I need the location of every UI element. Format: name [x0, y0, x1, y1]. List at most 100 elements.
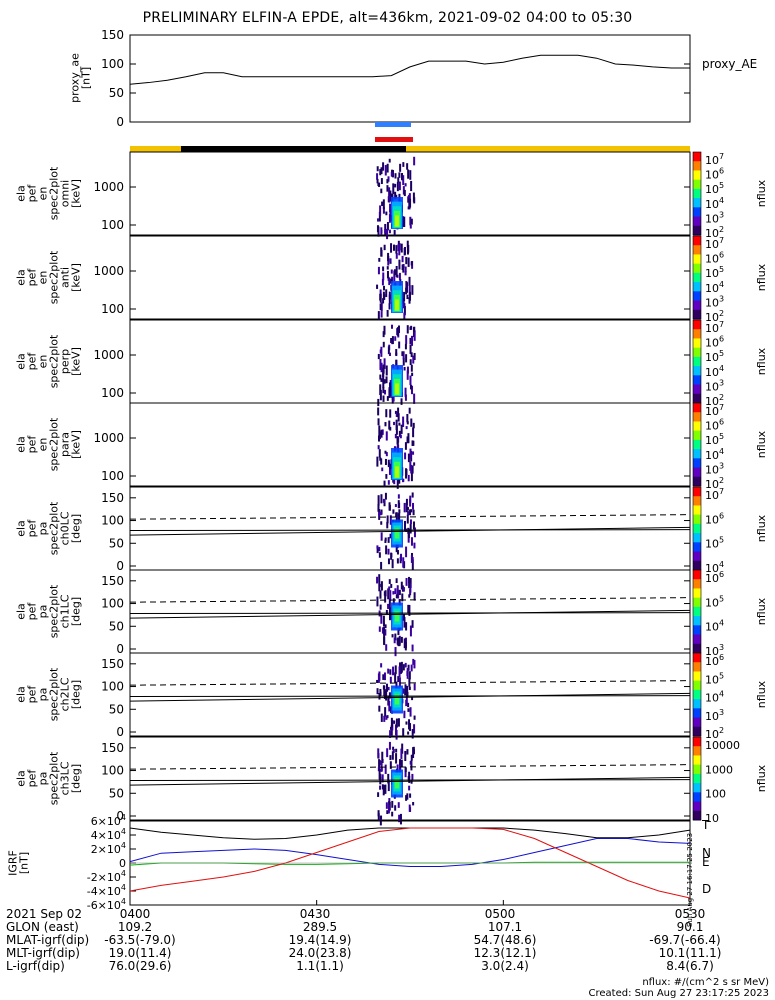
- spectrum-pixel: [391, 751, 394, 760]
- spectrum-pixel: [402, 478, 405, 483]
- spectrum-pixel: [398, 244, 401, 256]
- colorbar: [692, 652, 702, 737]
- spectrum-pixel: [412, 355, 415, 364]
- spectrum-pixel: [404, 183, 407, 187]
- spectrum-pixel: [396, 181, 399, 192]
- spectrum-pixel: [404, 684, 407, 695]
- spectrum-pixel: [395, 578, 398, 584]
- axis-label-line: pa: [37, 522, 50, 536]
- y-tick-label: 100: [101, 514, 124, 528]
- colorbar-segment: [693, 560, 701, 571]
- colorbar-segment: [693, 551, 701, 562]
- y-tick-label: 0: [116, 115, 124, 129]
- spectrum-pixel: [379, 688, 382, 697]
- colorbar-label: nflux: [755, 597, 768, 625]
- colorbar-tick-label: 106: [705, 335, 724, 350]
- spectrum-pixel: [388, 187, 391, 198]
- spectrum-pixel: [386, 396, 389, 401]
- spectrum-pixel: [412, 801, 415, 806]
- spectrum-pixel: [378, 546, 381, 552]
- spectrum-pixel: [384, 165, 387, 176]
- spectrum-pixel: [392, 746, 395, 751]
- spectrum-pixel: [388, 502, 391, 511]
- axis-label-line: ela: [15, 686, 28, 703]
- colorbar-segment: [693, 625, 701, 636]
- spectrum-pixel: [376, 548, 379, 554]
- spectrum-pixel: [395, 245, 398, 254]
- spectrum-pixel: [387, 695, 390, 706]
- spectrum-pixel: [382, 199, 385, 210]
- colorbar-segment: [693, 449, 701, 459]
- spectrum-pixel: [382, 372, 385, 383]
- spectrum-pixel: [384, 784, 387, 794]
- axis-label-line: [keV]: [70, 430, 83, 459]
- spectrum-pixel: [409, 291, 412, 301]
- spectrum-pixel: [407, 528, 410, 539]
- spectrum-pixel: [412, 192, 415, 202]
- spectrum-pixel: [393, 269, 396, 276]
- spectrum-pixel: [380, 663, 383, 668]
- spectrum-pixel: [413, 330, 416, 341]
- spectrum-pixel: [382, 331, 385, 338]
- spectrum-pixel: [394, 672, 397, 683]
- spectrum-pixel: [389, 382, 392, 393]
- y-tick-label: -2×104: [87, 869, 126, 884]
- spectrum-pixel: [403, 366, 406, 371]
- spectrum-pixel: [404, 452, 407, 460]
- spectrum-pixel: [403, 520, 406, 531]
- colorbar-segment: [693, 320, 701, 330]
- axis-label-line: ela: [15, 770, 28, 787]
- spectrum-pixel: [381, 201, 384, 207]
- spectrum-pixel: [377, 407, 380, 416]
- axis-label-line: [deg]: [70, 597, 83, 626]
- spectrum-pixel: [405, 721, 408, 725]
- y-tick-label: 1000: [93, 348, 124, 362]
- spectrum-pixel: [409, 578, 412, 588]
- colorbar-tick-label: 103: [705, 461, 724, 476]
- spectrum-pixel: [403, 710, 406, 719]
- spectrum-pixel: [388, 294, 391, 305]
- y-tick-label: 50: [109, 86, 124, 100]
- spectrum-pixel: [409, 583, 412, 593]
- science-zone-marker: [375, 122, 411, 127]
- spectrum-pixel: [388, 388, 391, 398]
- y-tick-label: 100: [101, 597, 124, 611]
- y-tick-label: 150: [101, 657, 124, 671]
- spectrum-pixel: [376, 688, 379, 695]
- spectrum-pixel: [387, 252, 390, 262]
- axis-label-line: pef: [26, 352, 39, 371]
- colorbar-segment: [693, 616, 701, 626]
- axis-label-line: pef: [26, 769, 39, 788]
- y-tick-label: 50: [109, 702, 124, 716]
- time-tick: 0500: [484, 907, 516, 921]
- axis-label-line: pa: [37, 605, 50, 619]
- spectrum-pixel: [396, 327, 399, 336]
- spectrum-pixel: [395, 512, 398, 517]
- spectrum-pixel: [407, 257, 410, 267]
- spectrum-pixel: [406, 370, 409, 380]
- spectrum-pixel: [390, 172, 393, 177]
- axis-label-line: [keV]: [70, 179, 83, 208]
- spectrum-pixel: [398, 636, 401, 647]
- colorbar-segment: [693, 263, 701, 274]
- colorbar-segment: [693, 282, 701, 292]
- spectrum-pixel: [389, 676, 392, 683]
- colorbar-segment: [693, 338, 701, 349]
- colorbar-segment: [693, 764, 701, 775]
- spectrum-pixel: [410, 180, 413, 192]
- spectrum-pixel: [406, 325, 409, 334]
- spectrum-pixel: [383, 637, 386, 646]
- spectrum-pixel: [376, 166, 379, 172]
- spectrum-pixel: [405, 335, 408, 344]
- spectrum-pixel: [411, 620, 414, 628]
- colorbar-segment: [693, 152, 701, 162]
- side-stamp: Sun Aug 27 16:17:25 2023: [686, 833, 694, 927]
- spectrum-pixel: [395, 753, 398, 764]
- spectrum-pixel: [377, 503, 380, 512]
- spectrum-pixel: [377, 495, 380, 506]
- colorbar-segment: [693, 170, 701, 181]
- status-bar-black: [181, 146, 406, 152]
- spectrum-pixel: [387, 548, 390, 555]
- side-stamp-text: Sun Aug 27 16:17:25 2023: [686, 833, 694, 927]
